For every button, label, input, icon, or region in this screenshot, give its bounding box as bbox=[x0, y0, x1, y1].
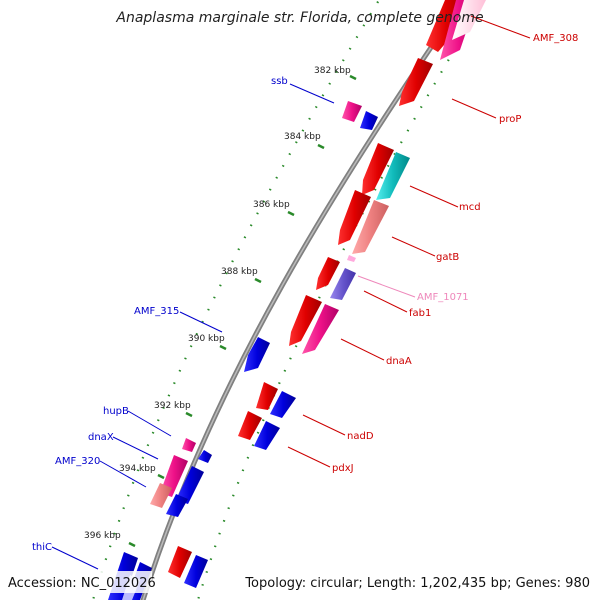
tick-mark bbox=[254, 277, 262, 284]
gene-feature-pdxj[interactable] bbox=[238, 411, 280, 450]
gene-label-dnaa[interactable]: dnaA bbox=[386, 356, 412, 367]
gene-label-ssb[interactable]: ssb bbox=[271, 76, 288, 87]
genome-summary-text: Topology: circular; Length: 1,202,435 bp… bbox=[244, 576, 590, 591]
tick-mark bbox=[185, 411, 193, 418]
gene-label-fab1[interactable]: fab1 bbox=[409, 308, 431, 319]
tick-label-386: 386 kbp bbox=[253, 200, 290, 210]
tick-mark bbox=[287, 210, 295, 217]
gene-feature-amf308[interactable] bbox=[426, 0, 486, 60]
gene-feature-ssb[interactable] bbox=[342, 101, 378, 130]
tick-mark bbox=[349, 74, 357, 81]
tick-label-382: 382 kbp bbox=[314, 66, 351, 76]
tick-mark bbox=[219, 344, 227, 351]
gene-label-nadd[interactable]: nadD bbox=[347, 431, 374, 442]
accession-text: Accession: NC_012026 bbox=[8, 576, 156, 591]
gene-feature-dnaa[interactable] bbox=[289, 295, 339, 354]
tick-label-394: 394 kbp bbox=[119, 464, 156, 474]
gene-feature-lower-pair[interactable] bbox=[168, 546, 208, 588]
gene-feature-nadd[interactable] bbox=[256, 382, 296, 418]
gene-label-amf308[interactable]: AMF_308 bbox=[533, 33, 578, 44]
tick-ring-inner bbox=[91, 0, 381, 600]
gene-feature-prop[interactable] bbox=[399, 58, 433, 106]
gene-feature-fab1[interactable] bbox=[316, 257, 356, 300]
tick-label-388: 388 kbp bbox=[221, 267, 258, 277]
tick-mark bbox=[317, 143, 325, 150]
map-title: Anaplasma marginale str. Florida, comple… bbox=[115, 10, 483, 26]
tick-label-392: 392 kbp bbox=[154, 401, 191, 411]
gene-label-amf1071[interactable]: AMF_1071 bbox=[417, 292, 469, 303]
gene-feature-mcd[interactable] bbox=[362, 143, 410, 200]
label-connectors bbox=[51, 15, 531, 570]
gene-label-gatb[interactable]: gatB bbox=[436, 252, 459, 263]
tick-mark bbox=[128, 541, 136, 548]
gene-label-dnax[interactable]: dnaX bbox=[88, 432, 114, 443]
tick-mark bbox=[157, 473, 165, 480]
gene-feature-hupb[interactable] bbox=[182, 438, 212, 463]
tick-label-390: 390 kbp bbox=[188, 334, 225, 344]
gene-label-hupb[interactable]: hupB bbox=[103, 406, 129, 417]
gene-feature-amf320[interactable] bbox=[150, 483, 188, 517]
tick-label-396: 396 kbp bbox=[84, 531, 121, 541]
gene-feature-amf315[interactable] bbox=[244, 337, 270, 372]
gene-label-amf320[interactable]: AMF_320 bbox=[55, 456, 100, 467]
gene-label-mcd[interactable]: mcd bbox=[459, 202, 481, 213]
kbp-ticks bbox=[128, 74, 357, 548]
gene-label-amf315[interactable]: AMF_315 bbox=[134, 306, 179, 317]
gene-label-pdxj[interactable]: pdxJ bbox=[332, 463, 354, 474]
gene-feature-gatb[interactable] bbox=[338, 190, 389, 254]
tick-label-384: 384 kbp bbox=[284, 132, 321, 142]
gene-feature-amf1071[interactable] bbox=[347, 255, 356, 262]
gene-label-thic[interactable]: thiC bbox=[32, 542, 52, 553]
gene-label-prop[interactable]: proP bbox=[499, 114, 521, 125]
